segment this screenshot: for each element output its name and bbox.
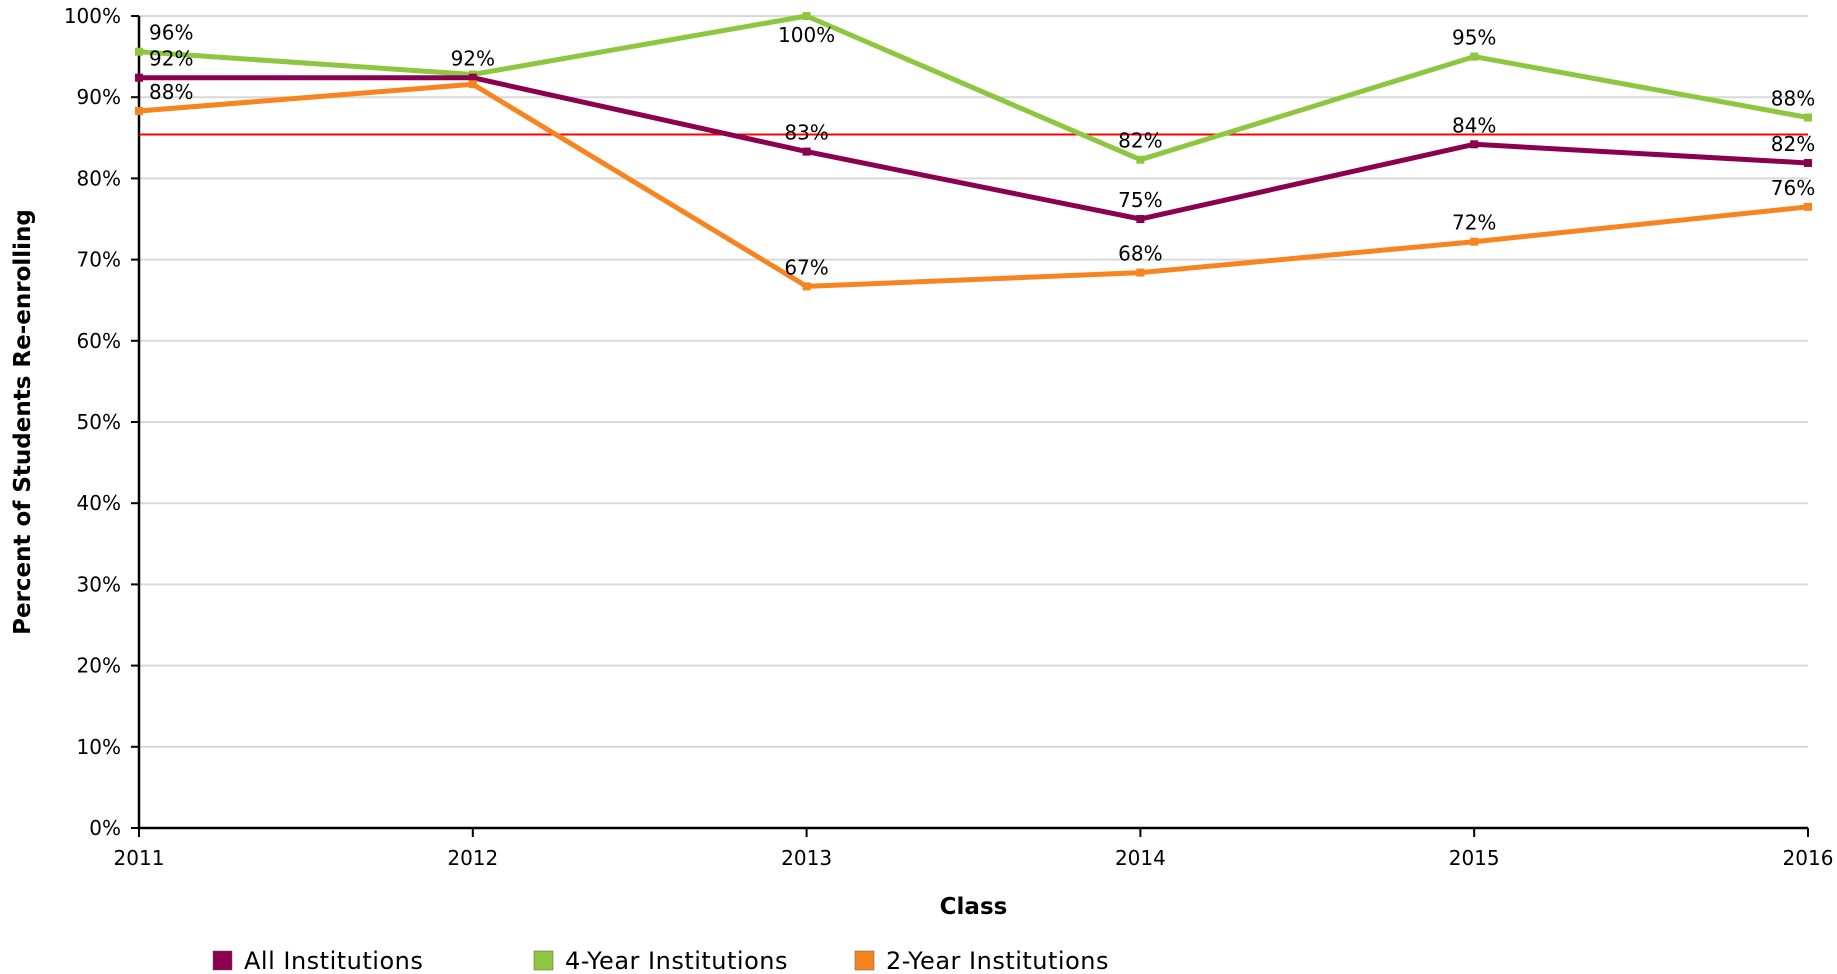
legend-label: All Institutions (244, 947, 423, 974)
legend: All Institutions 4-Year Institutions 2-Yea… (212, 947, 1109, 974)
series-line (138, 13, 1809, 163)
series-point (1804, 113, 1812, 122)
y-tick-label: 0% (89, 816, 121, 840)
series-point (135, 47, 143, 56)
data-label: 92% (451, 47, 495, 71)
x-axis-title: Class (940, 894, 1008, 920)
data-label: 88% (1771, 87, 1815, 111)
series-layer (135, 12, 1812, 291)
y-tick-label: 100% (64, 4, 121, 28)
legend-swatch (533, 950, 554, 971)
series-point (1136, 155, 1145, 164)
series-point (1470, 52, 1479, 61)
gridlines (139, 15, 1808, 748)
legend-swatch (854, 950, 875, 971)
y-tick-label: 90% (77, 85, 121, 109)
y-tick-label: 30% (77, 572, 121, 596)
series-line (139, 75, 1809, 222)
data-label: 95% (1452, 26, 1496, 50)
legend-label: 2-Year Institutions (886, 947, 1109, 974)
series-point (1804, 158, 1812, 167)
series-point (802, 12, 811, 20)
x-tick-label: 2016 (1783, 846, 1834, 870)
data-label: 75% (1118, 188, 1162, 212)
data-label: 76% (1771, 176, 1815, 200)
x-tick-label: 2011 (114, 846, 165, 870)
y-tick-label: 70% (77, 248, 121, 272)
x-tick-label: 2014 (1115, 846, 1166, 870)
series-point (468, 73, 477, 82)
y-axis-title: Percent of Students Re-enrolling (10, 209, 36, 635)
series-point (1804, 202, 1812, 211)
data-label: 83% (784, 121, 828, 145)
data-label: 100% (778, 23, 835, 47)
y-ticks: 0% 10% 20% 30% 40% 50% 60% 70% 80% 90% 100% (64, 4, 139, 840)
data-label: 82% (1771, 132, 1815, 156)
data-label: 84% (1452, 113, 1496, 137)
x-tick-label: 2012 (447, 846, 498, 870)
series-point (468, 80, 477, 89)
legend-label: 4-Year Institutions (565, 947, 788, 974)
series-point (1136, 268, 1145, 277)
data-labels: 92% 92% 83% 75% 84% 82% 96% 100% 82% 95% 88% 88% 67%… (149, 21, 1815, 280)
series-line (138, 81, 1809, 289)
y-tick-label: 20% (77, 654, 121, 678)
data-label: 67% (784, 255, 828, 279)
x-tick-label: 2015 (1449, 846, 1500, 870)
y-tick-label: 80% (77, 166, 121, 190)
series-point (135, 107, 143, 116)
data-label: 88% (149, 80, 193, 104)
data-label: 82% (1118, 129, 1162, 153)
data-label: 72% (1452, 211, 1496, 235)
series-point (1470, 237, 1479, 246)
y-tick-label: 40% (77, 491, 121, 515)
data-label: 68% (1118, 242, 1162, 266)
data-label: 92% (149, 47, 193, 71)
x-ticks: 2011 2012 2013 2014 2015 2016 (114, 828, 1834, 870)
data-label: 96% (149, 21, 193, 45)
y-tick-label: 50% (77, 410, 121, 434)
series-point (135, 73, 143, 82)
series-point (1136, 215, 1145, 223)
y-tick-label: 60% (77, 329, 121, 353)
x-tick-label: 2013 (781, 846, 832, 870)
series-point (802, 147, 811, 156)
series-point (802, 282, 811, 291)
y-tick-label: 10% (77, 735, 121, 759)
series-point (1470, 140, 1479, 149)
legend-swatch (212, 950, 233, 971)
